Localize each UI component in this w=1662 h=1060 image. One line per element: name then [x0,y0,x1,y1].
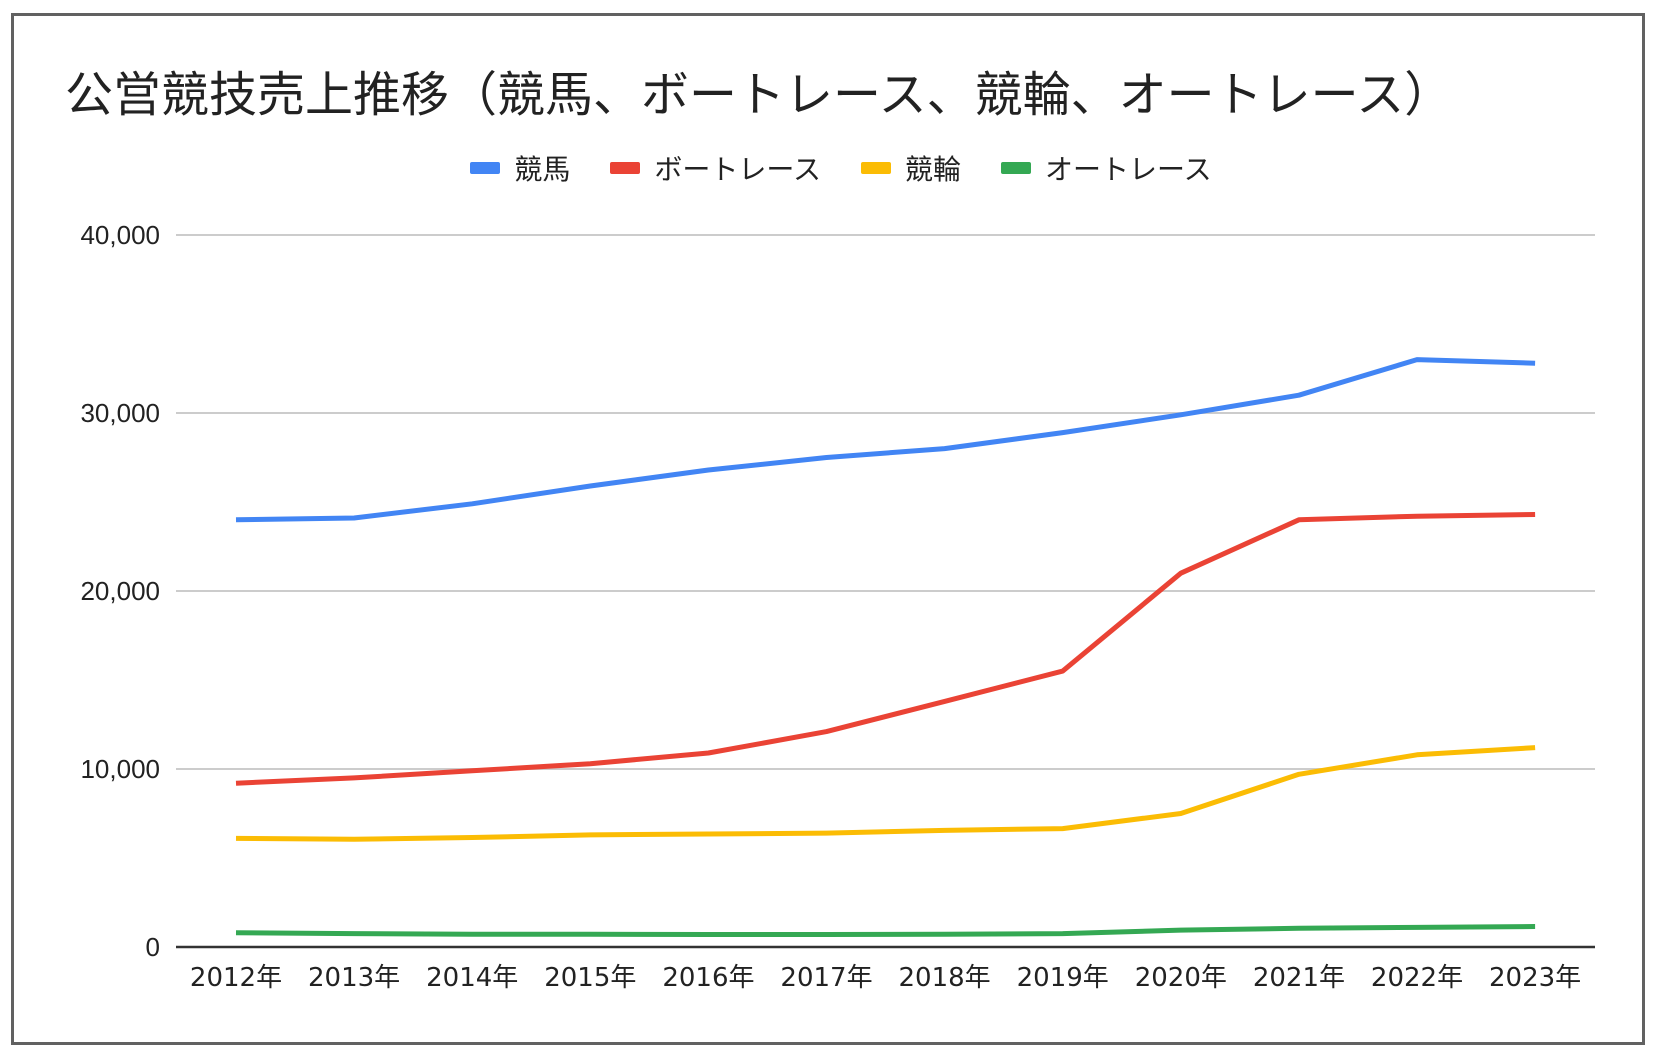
series-line[interactable] [235,512,1536,786]
series-line[interactable] [235,924,1536,937]
legend-label: ボートレース [654,153,821,186]
x-tick-label: 2020年 [1135,963,1227,993]
legend-item[interactable]: 競馬 [470,148,570,188]
legend: 競馬 ボートレース 競輪 オートレース [0,148,1662,188]
legend-swatch-icon [861,162,891,174]
x-tick-label: 2016年 [662,963,754,993]
x-tick-label: 2022年 [1371,963,1463,993]
x-tick-label: 2023年 [1489,963,1581,993]
y-axis-ticks: 0 10,000 20,000 30,000 40,000 [80,220,160,962]
x-tick-label: 2015年 [544,963,636,993]
series-lines [235,357,1536,937]
x-tick-label: 2012年 [190,963,282,993]
legend-item[interactable]: 競輪 [861,148,961,188]
legend-swatch-icon [470,162,501,174]
x-tick-label: 2019年 [1017,963,1109,993]
x-tick-label: 2018年 [899,963,991,993]
y-tick-label: 0 [146,932,160,962]
x-tick-label: 2013年 [308,963,400,993]
x-tick-label: 2017年 [780,963,872,993]
series-line[interactable] [235,745,1536,842]
legend-label: 競輪 [905,153,962,186]
y-tick-label: 40,000 [80,220,160,250]
x-tick-label: 2014年 [426,963,518,993]
x-axis-ticks: 2012年 2013年 2014年 2015年 2016年 2017年 2018年 2019年… [190,963,1581,993]
gridlines [176,234,1595,770]
y-tick-label: 20,000 [80,576,160,606]
legend-swatch-icon [610,162,641,174]
legend-label: 競馬 [514,153,571,186]
chart-title: 公営競技売上推移（競馬、ボートレース、競輪、オートレース） [65,67,1453,123]
y-tick-label: 30,000 [80,398,160,428]
y-tick-label: 10,000 [80,754,160,784]
legend-label: オートレース [1045,153,1212,186]
chart-frame [11,13,1645,1045]
legend-swatch-icon [1001,162,1032,174]
legend-item[interactable]: オートレース [1001,148,1212,188]
legend-item[interactable]: ボートレース [610,148,821,188]
x-tick-label: 2021年 [1253,963,1345,993]
series-line[interactable] [235,357,1536,523]
